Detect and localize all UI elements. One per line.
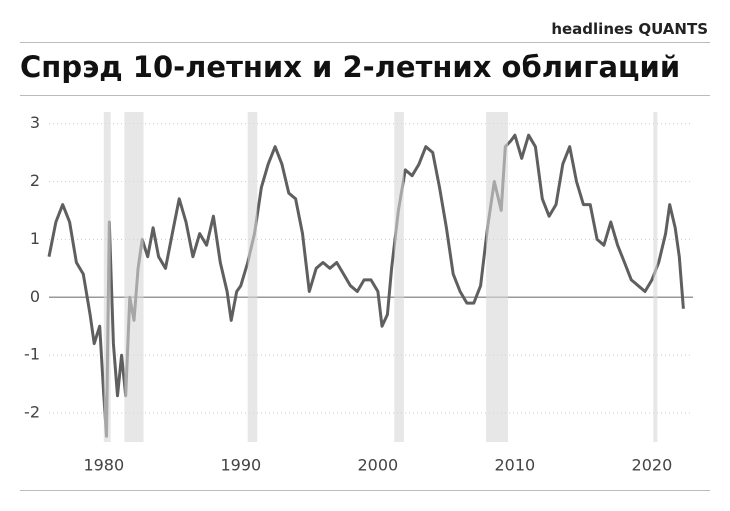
recession-band — [124, 112, 144, 442]
recession-band — [103, 112, 111, 442]
rule — [20, 95, 710, 96]
y-tick-label: -2 — [24, 403, 40, 422]
recession-band — [653, 112, 658, 442]
rule — [20, 490, 710, 491]
x-tick-label: 2020 — [632, 456, 673, 475]
y-tick-label: 1 — [30, 229, 40, 248]
x-tick-label: 1980 — [83, 456, 124, 475]
brand: headlines QUANTS — [551, 20, 708, 38]
x-tick-label: 2010 — [495, 456, 536, 475]
recession-band — [247, 112, 258, 442]
recession-band — [394, 112, 404, 442]
data-line — [47, 133, 685, 438]
y-tick-label: 0 — [30, 287, 40, 306]
y-tick-label: -1 — [24, 345, 40, 364]
recession-band — [486, 112, 509, 442]
y-tick-label: 2 — [30, 171, 40, 190]
x-tick-label: 2000 — [357, 456, 398, 475]
y-tick-label: 3 — [30, 113, 40, 132]
rule — [20, 42, 710, 43]
chart-title: Спрэд 10-летних и 2-летних облигаций — [20, 50, 681, 84]
x-tick-label: 1990 — [220, 456, 261, 475]
